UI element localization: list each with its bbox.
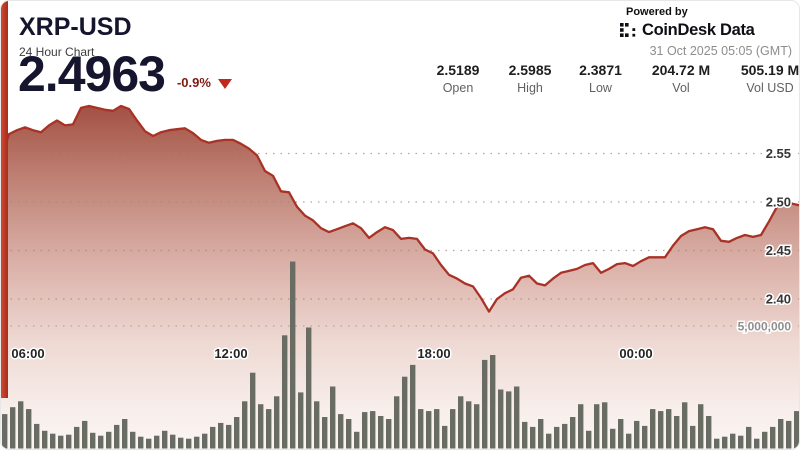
chart-header: XRP-USD 24 Hour Chart [19, 13, 132, 59]
stat-high-value: 2.5985 [508, 62, 552, 78]
stat-open-label: Open [442, 81, 474, 95]
chart-timestamp: 31 Oct 2025 05:05 (GMT) [649, 44, 792, 58]
stat-volume-usd: 505.19 M Vol USD [726, 62, 800, 95]
svg-text:18:00: 18:00 [417, 346, 450, 361]
powered-by-label: Powered by [626, 6, 688, 18]
chart-range-subtitle: 24 Hour Chart [19, 45, 95, 59]
coindesk-logo-icon [620, 23, 636, 37]
branding-block: Powered by CoinDesk Data 31 Oct 2025 05:… [620, 6, 792, 58]
stat-volume: 204.72 M Vol [636, 62, 726, 95]
stat-open: 2.5189 Open [421, 62, 495, 95]
stat-high-label: High [517, 81, 543, 95]
coindesk-brand-link[interactable]: CoinDesk Data [620, 21, 792, 40]
svg-text:2.50: 2.50 [766, 195, 791, 210]
stat-volume-value: 204.72 M [651, 62, 711, 78]
stat-open-value: 2.5189 [436, 62, 480, 78]
ohlc-volume-stats: 2.5189 Open 2.5985 High 2.3871 Low 204.7… [421, 62, 800, 95]
svg-text:06:00: 06:00 [11, 346, 44, 361]
svg-text:00:00: 00:00 [619, 346, 652, 361]
price-down-icon [217, 79, 232, 89]
svg-text:2.45: 2.45 [766, 243, 791, 258]
stat-low-label: Low [589, 81, 612, 95]
coindesk-brand-name: CoinDesk Data [642, 21, 755, 39]
stat-volume-usd-label: Vol USD [746, 81, 794, 95]
svg-text:5,000,000: 5,000,000 [738, 320, 792, 334]
stat-low-value: 2.3871 [579, 62, 622, 78]
svg-text:2.55: 2.55 [766, 146, 791, 161]
stat-volume-label: Vol [672, 81, 690, 95]
svg-text:2.40: 2.40 [766, 292, 791, 307]
price-change-percent: -0.9% [176, 75, 211, 90]
stat-high: 2.5985 High [495, 62, 565, 95]
pair-title: XRP-USD [19, 13, 132, 41]
stat-low: 2.3871 Low [565, 62, 636, 95]
price-readout: 2.4963 -0.9% [18, 49, 232, 99]
stat-volume-usd-value: 505.19 M [740, 62, 800, 78]
svg-text:12:00: 12:00 [214, 346, 247, 361]
current-price: 2.4963 [18, 46, 166, 102]
